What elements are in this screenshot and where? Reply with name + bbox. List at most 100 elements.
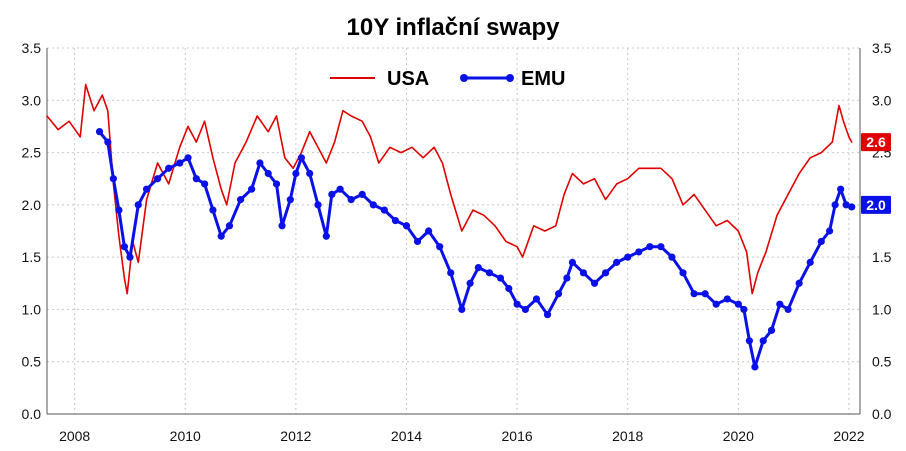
series-point-emu (347, 196, 355, 204)
series-point-emu (142, 185, 151, 193)
series-point-emu (447, 269, 455, 277)
series-point-emu (842, 201, 850, 209)
series-point-emu (292, 169, 300, 178)
chart-title: 10Y inflační swapy (347, 14, 561, 41)
axes: 0.00.00.50.51.01.01.51.52.02.02.52.53.03… (22, 40, 892, 444)
series-point-emu (109, 175, 117, 183)
series-point-emu (425, 227, 433, 235)
series-point-emu (701, 290, 709, 298)
series-point-emu (505, 284, 513, 293)
last-value-label-usa: 2.6 (866, 134, 886, 150)
series-point-emu (590, 279, 599, 287)
series-point-emu (745, 337, 753, 345)
legend-emu-marker (506, 74, 514, 82)
series-point-emu (474, 264, 482, 272)
series-point-emu (322, 232, 330, 240)
series-point-emu (568, 258, 577, 266)
series-point-emu (579, 269, 588, 277)
y-tick-label-right: 1.5 (872, 249, 892, 265)
x-tick-label: 2010 (170, 428, 201, 444)
series-point-emu (104, 138, 112, 146)
series-point-emu (848, 203, 856, 211)
series-point-emu (380, 206, 388, 214)
y-tick-label-left: 0.0 (22, 406, 42, 422)
y-tick-label-left: 3.0 (22, 92, 42, 108)
x-tick-label: 2012 (280, 428, 311, 444)
legend: USA EMU (330, 68, 565, 90)
y-tick-label-left: 1.0 (22, 301, 42, 317)
series-point-emu (723, 295, 731, 303)
series-point-emu (115, 206, 123, 214)
series-point-emu (734, 300, 742, 308)
series-point-emu (391, 216, 400, 225)
series-point-emu (513, 300, 521, 308)
series-point-emu (646, 243, 654, 251)
series-point-emu (314, 201, 322, 209)
series-point-emu (817, 237, 825, 246)
series-point-emu (192, 175, 200, 183)
series-point-emu (236, 196, 245, 204)
series-point-emu (358, 190, 366, 198)
series-point-emu (402, 222, 411, 230)
y-tick-label-right: 0.5 (872, 354, 892, 370)
last-value-badge-usa (861, 133, 891, 152)
series-point-emu (176, 159, 184, 167)
series-point-emu (795, 279, 803, 287)
series-point-emu (635, 248, 643, 256)
x-tick-label: 2016 (502, 428, 533, 444)
series-point-emu (485, 269, 494, 277)
series-point-emu (328, 190, 336, 198)
series-point-emu (837, 185, 845, 193)
series-point-emu (278, 222, 286, 230)
series-point-emu (613, 258, 621, 266)
series-point-emu (165, 164, 173, 172)
series-point-emu (134, 201, 142, 209)
series-point-emu (154, 175, 162, 183)
y-tick-label-right: 0.0 (872, 406, 892, 422)
series-point-emu (712, 300, 720, 308)
y-tick-label-right: 3.0 (872, 92, 892, 108)
series-point-emu (458, 305, 466, 314)
series-point-emu (496, 274, 505, 282)
series-point-emu (466, 279, 474, 287)
series-point-emu (831, 201, 839, 209)
last-value-badge-emu (861, 195, 891, 214)
series-point-emu (225, 222, 234, 230)
x-tick-label: 2020 (723, 428, 754, 444)
series-point-emu (286, 196, 294, 204)
y-tick-label-left: 2.0 (22, 197, 42, 213)
series-point-emu (806, 258, 814, 266)
series-point-emu (668, 253, 676, 261)
series-point-emu (759, 337, 767, 345)
y-tick-label-left: 0.5 (22, 354, 42, 370)
value-badges: 2.6 2.0 (861, 133, 891, 214)
series-point-emu (126, 253, 134, 261)
series-point-emu (776, 300, 784, 308)
series-point-emu (690, 290, 698, 298)
series-point-emu (413, 237, 422, 246)
series-point-emu (436, 243, 444, 251)
x-tick-label: 2022 (833, 428, 864, 444)
series-point-emu (95, 128, 104, 136)
series-point-emu (532, 295, 541, 303)
y-tick-label-left: 3.5 (22, 40, 42, 56)
x-tick-label: 2014 (391, 428, 422, 444)
series-point-emu (601, 269, 610, 277)
series-point-emu (217, 232, 225, 240)
series-point-emu (120, 243, 129, 251)
series-point-emu (751, 363, 759, 371)
series-point-emu (554, 290, 563, 298)
legend-emu-marker (460, 74, 468, 82)
series-point-emu (248, 185, 256, 193)
series-line-emu (98, 130, 854, 369)
series-point-emu (563, 274, 571, 282)
series-usa (46, 83, 853, 295)
series-point-emu (825, 227, 834, 235)
series-point-emu (784, 305, 792, 314)
series-point-emu (521, 305, 529, 314)
series-point-emu (543, 311, 552, 319)
series-point-emu (624, 253, 632, 261)
series-point-emu (184, 154, 192, 162)
